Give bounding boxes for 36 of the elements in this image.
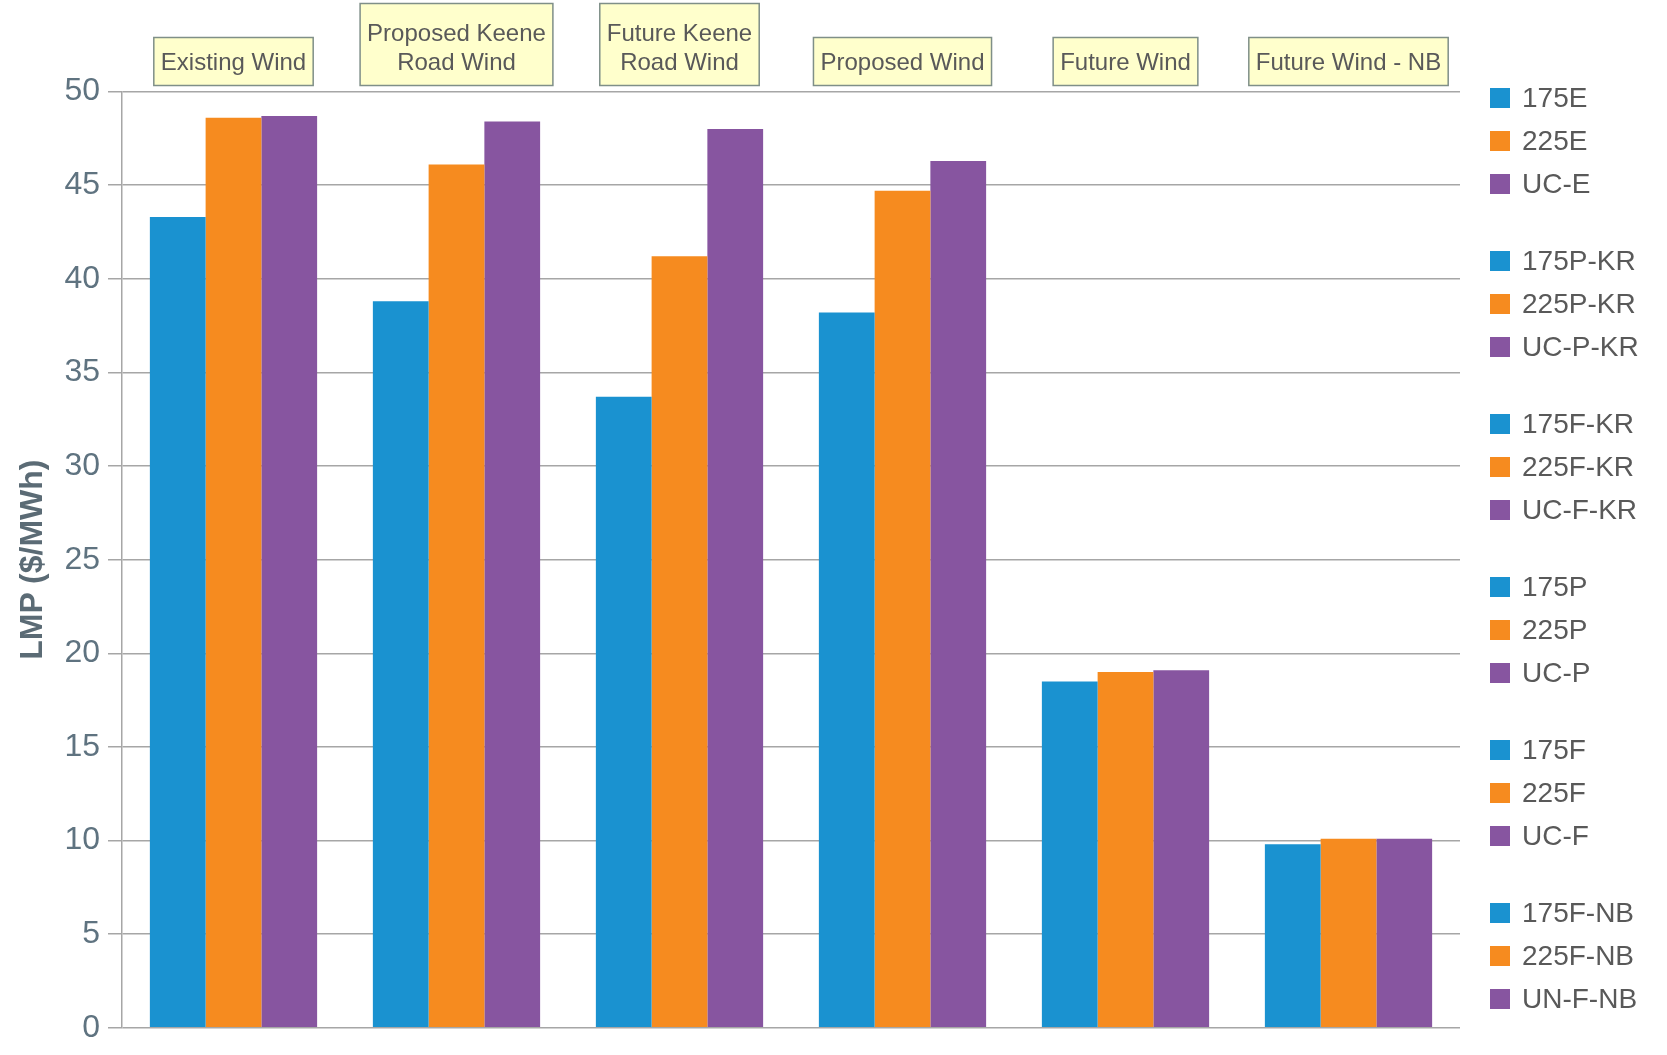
legend-label: 225F xyxy=(1522,776,1586,809)
x-tick-label: Proposed Wind xyxy=(820,47,985,75)
legend-label: UN-F-NB xyxy=(1522,982,1638,1015)
legend-label: 175P xyxy=(1522,570,1588,603)
x-tick-label: Existing Wind xyxy=(160,47,307,75)
y-tick-label: 45 xyxy=(64,165,100,202)
y-tick-label: 50 xyxy=(64,71,100,108)
x-tick-label: Future Wind xyxy=(1060,47,1191,75)
y-axis-title: LMP ($/MWh) xyxy=(13,459,50,660)
legend-label: 175E xyxy=(1522,81,1588,114)
y-tick-label: 10 xyxy=(64,820,100,857)
y-tick-label: 40 xyxy=(64,258,100,295)
legend-label: 225P xyxy=(1522,613,1588,646)
legend-label: 175F-NB xyxy=(1522,896,1635,929)
x-tick-label: Future Keene Road Wind xyxy=(606,19,753,75)
legend-label: 175P-KR xyxy=(1522,244,1636,277)
legend-label: UC-F-KR xyxy=(1522,493,1638,526)
y-tick-label: 0 xyxy=(82,1007,100,1044)
legend-label: 225F-KR xyxy=(1522,450,1635,483)
legend-label: UC-E xyxy=(1522,167,1591,200)
legend-label: 175F-KR xyxy=(1522,407,1635,440)
y-tick-label: 25 xyxy=(64,539,100,576)
x-tick-label: Proposed Keene Road Wind xyxy=(367,19,546,75)
y-tick-label: 30 xyxy=(64,445,100,482)
y-tick-label: 15 xyxy=(64,726,100,763)
legend-label: 175F xyxy=(1522,733,1586,766)
y-tick-label: 35 xyxy=(64,352,100,389)
legend-label: UC-P-KR xyxy=(1522,330,1639,363)
y-tick-label: 5 xyxy=(82,914,100,951)
x-tick-label: Future Wind - NB xyxy=(1255,47,1442,75)
legend-label: 225E xyxy=(1522,124,1588,157)
legend-label: 225P-KR xyxy=(1522,287,1636,320)
legend-label: UC-F xyxy=(1522,819,1589,852)
legend-label: UC-P xyxy=(1522,656,1591,689)
legend-label: 225F-NB xyxy=(1522,939,1635,972)
y-tick-label: 20 xyxy=(64,633,100,670)
